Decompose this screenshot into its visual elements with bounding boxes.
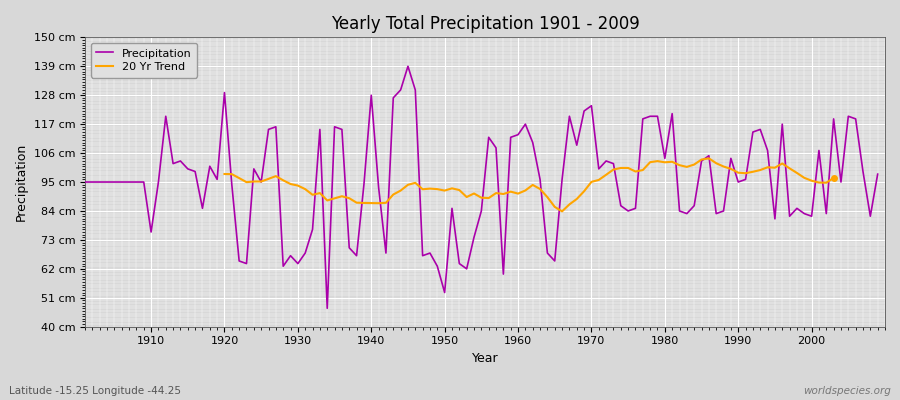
Precipitation xyxy=(139,180,149,184)
Precipitation xyxy=(322,306,333,311)
Precipitation xyxy=(351,253,362,258)
20 Yr Trend xyxy=(219,172,230,176)
Precipitation xyxy=(527,140,538,145)
20 Yr Trend xyxy=(256,179,266,184)
Precipitation xyxy=(616,203,626,208)
Text: worldspecies.org: worldspecies.org xyxy=(803,386,891,396)
20 Yr Trend xyxy=(520,188,531,193)
20 Yr Trend xyxy=(491,191,501,196)
Text: Latitude -15.25 Longitude -44.25: Latitude -15.25 Longitude -44.25 xyxy=(9,386,181,396)
Line: 20 Yr Trend: 20 Yr Trend xyxy=(224,158,833,211)
20 Yr Trend xyxy=(227,172,238,176)
X-axis label: Year: Year xyxy=(472,352,499,365)
20 Yr Trend xyxy=(688,162,699,167)
Precipitation xyxy=(300,251,310,256)
20 Yr Trend xyxy=(828,176,839,180)
Y-axis label: Precipitation: Precipitation xyxy=(15,143,28,221)
Precipitation xyxy=(402,64,413,69)
20 Yr Trend xyxy=(725,166,736,171)
Precipitation xyxy=(79,180,90,184)
20 Yr Trend xyxy=(557,209,568,214)
Line: Precipitation: Precipitation xyxy=(85,66,878,308)
Legend: Precipitation, 20 Yr Trend: Precipitation, 20 Yr Trend xyxy=(91,43,197,78)
Precipitation xyxy=(872,172,883,176)
Title: Yearly Total Precipitation 1901 - 2009: Yearly Total Precipitation 1901 - 2009 xyxy=(330,15,639,33)
20 Yr Trend xyxy=(704,156,715,161)
Precipitation xyxy=(520,122,531,126)
